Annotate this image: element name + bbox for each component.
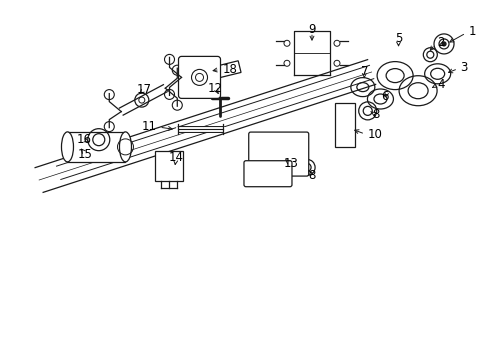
Bar [154, 151, 183, 181]
Text: 11: 11 [141, 120, 156, 133]
Bar [67, 132, 125, 162]
Text: 14: 14 [168, 151, 183, 164]
FancyBboxPatch shape [178, 57, 220, 98]
Text: 6: 6 [381, 90, 388, 103]
Circle shape [441, 42, 445, 46]
Text: 18: 18 [222, 63, 237, 76]
Ellipse shape [61, 132, 73, 162]
FancyBboxPatch shape [248, 132, 308, 176]
Ellipse shape [119, 132, 131, 162]
Text: 15: 15 [78, 148, 93, 161]
Text: 13: 13 [283, 157, 298, 170]
Text: 1: 1 [468, 25, 475, 38]
Text: 5: 5 [394, 32, 402, 45]
Text: 16: 16 [77, 133, 91, 146]
Text: 10: 10 [367, 129, 382, 141]
Text: 8: 8 [307, 169, 315, 182]
Text: 17: 17 [137, 83, 151, 96]
Text: 8: 8 [371, 108, 379, 121]
Text: 2: 2 [436, 36, 443, 49]
Text: 9: 9 [307, 23, 315, 36]
Text: 12: 12 [207, 82, 222, 95]
Polygon shape [216, 61, 241, 78]
Text: 7: 7 [360, 65, 367, 78]
Bar [334, 103, 354, 147]
Text: 3: 3 [460, 61, 467, 74]
Text: 4: 4 [437, 78, 444, 91]
FancyBboxPatch shape [244, 161, 291, 187]
